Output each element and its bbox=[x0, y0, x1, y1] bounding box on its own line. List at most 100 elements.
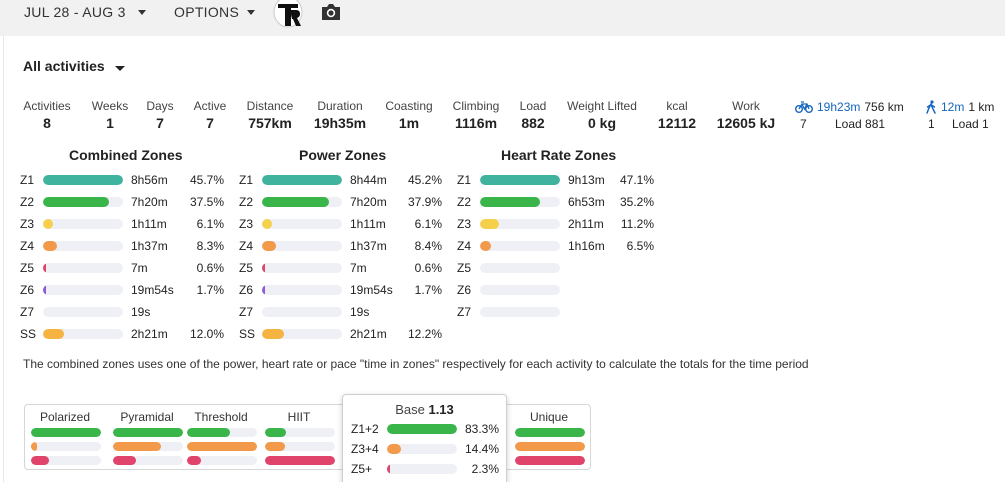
stat-label: Weeks bbox=[91, 99, 129, 113]
distribution-bar-track bbox=[31, 442, 101, 451]
distribution-bar-track bbox=[515, 428, 585, 437]
zone-row: Z1 8h56m 45.7% bbox=[20, 172, 224, 188]
stat-label: Activities bbox=[23, 99, 71, 113]
zone-bar-track bbox=[43, 241, 123, 251]
distribution-bar-track bbox=[265, 456, 335, 465]
walk-distance: 1 km bbox=[968, 99, 995, 114]
stat-label: Climbing bbox=[452, 99, 500, 113]
distribution-column[interactable]: Polarized bbox=[25, 405, 105, 469]
distribution-column[interactable]: Pyramidal bbox=[107, 405, 187, 469]
zone-bar-track bbox=[262, 219, 342, 229]
stat-label: Distance bbox=[246, 99, 294, 113]
zone-percent: 45.7% bbox=[189, 173, 224, 187]
zone-bar-fill bbox=[480, 175, 560, 185]
tooltip-bar-fill bbox=[387, 444, 401, 454]
distribution-label: HIIT bbox=[287, 410, 311, 424]
stat-value: 0 kg bbox=[587, 115, 616, 131]
zone-percent: 1.7% bbox=[196, 283, 224, 297]
zone-label: Z6 bbox=[457, 283, 472, 297]
distribution-bar-fill bbox=[265, 428, 286, 437]
distribution-bar-fill bbox=[31, 442, 37, 451]
distribution-column[interactable]: Threshold bbox=[181, 405, 261, 469]
zone-bar-fill bbox=[262, 329, 284, 339]
zone-label: Z6 bbox=[20, 283, 35, 297]
options-label: OPTIONS bbox=[174, 4, 240, 20]
zone-bar-fill bbox=[43, 263, 46, 273]
zone-bar-fill bbox=[43, 285, 47, 295]
tooltip-title-label: Base bbox=[395, 402, 425, 417]
distribution-bar-track bbox=[31, 428, 101, 437]
zone-label: Z7 bbox=[457, 305, 472, 319]
distribution-bar-fill bbox=[515, 428, 585, 437]
zone-label: Z7 bbox=[20, 305, 35, 319]
team-logo-icon[interactable] bbox=[272, 0, 304, 28]
zone-percent: 0.6% bbox=[414, 261, 442, 275]
zone-time: 7h20m bbox=[131, 195, 168, 209]
zone-bar-track bbox=[262, 197, 342, 207]
zone-row: Z5 bbox=[457, 260, 654, 276]
zone-bar-track bbox=[43, 175, 123, 185]
zone-row: Z2 7h20m 37.5% bbox=[20, 194, 224, 210]
zone-bar-fill bbox=[43, 197, 109, 207]
zone-percent: 6.1% bbox=[414, 217, 442, 231]
stat-value: 12112 bbox=[657, 115, 697, 131]
stat-value: 7 bbox=[156, 115, 164, 131]
zone-bar-fill bbox=[262, 197, 330, 207]
walking-icon bbox=[926, 99, 936, 114]
stat-label: Work bbox=[732, 99, 760, 113]
camera-icon[interactable] bbox=[320, 2, 342, 22]
stat-kcal: kcal 12112 bbox=[653, 99, 701, 131]
zone-bar-track bbox=[43, 197, 123, 207]
tooltip-row-label: Z3+4 bbox=[351, 442, 379, 456]
distribution-bar-track bbox=[187, 428, 257, 437]
caret-down-icon bbox=[114, 65, 125, 71]
stat-active: Active 7 bbox=[191, 99, 229, 131]
distribution-label: Threshold bbox=[194, 410, 248, 424]
zone-bar-track bbox=[43, 263, 123, 273]
zone-time: 1h11m bbox=[131, 217, 167, 231]
date-range-dropdown[interactable]: JUL 28 - AUG 3 bbox=[24, 4, 146, 20]
stat-label: Weight Lifted bbox=[567, 99, 637, 113]
zone-label: Z2 bbox=[457, 195, 472, 209]
chevron-down-icon bbox=[137, 9, 146, 15]
zone-row: Z6 19m54s 1.7% bbox=[20, 282, 224, 298]
zone-bar-track bbox=[480, 241, 560, 251]
zone-bar-track bbox=[43, 307, 123, 317]
tooltip-row-label: Z5+ bbox=[351, 462, 373, 476]
stat-label: Active bbox=[193, 99, 227, 113]
stat-value: 19h35m bbox=[313, 115, 367, 131]
distribution-bar-fill bbox=[515, 442, 585, 451]
zone-percent: 8.3% bbox=[196, 239, 224, 253]
zone-bar-track bbox=[480, 307, 560, 317]
zone-time: 19s bbox=[350, 305, 370, 319]
distribution-column[interactable]: Unique bbox=[509, 405, 589, 469]
zone-time: 1h37m bbox=[131, 239, 168, 253]
zone-percent: 1.7% bbox=[414, 283, 442, 297]
zone-percent: 37.5% bbox=[189, 195, 224, 209]
stat-value: 12605 kJ bbox=[716, 115, 776, 131]
distribution-bar-fill bbox=[187, 442, 257, 451]
stat-weeks: Weeks 1 bbox=[90, 99, 130, 131]
tooltip-row-label: Z1+2 bbox=[351, 422, 379, 436]
zone-row: Z6 19m54s 1.7% bbox=[239, 282, 442, 298]
zone-bar-track bbox=[480, 285, 560, 295]
zone-label: Z1 bbox=[457, 173, 472, 187]
zone-time: 7m bbox=[131, 261, 148, 275]
activity-filter-dropdown[interactable]: All activities bbox=[23, 58, 125, 74]
heart-rate-zones-title: Heart Rate Zones bbox=[501, 147, 617, 163]
sport-walk-summary[interactable]: 12m 1 km 1 Load 1 bbox=[925, 99, 1005, 131]
distribution-bar-fill bbox=[265, 456, 335, 465]
distribution-bar-fill bbox=[265, 442, 285, 451]
options-menu[interactable]: OPTIONS bbox=[174, 4, 256, 20]
stat-value: 757km bbox=[248, 115, 292, 131]
distribution-bar-track bbox=[31, 456, 101, 465]
distribution-bar-fill bbox=[515, 456, 585, 465]
distribution-column[interactable]: HIIT bbox=[259, 405, 339, 469]
zone-time: 7m bbox=[350, 261, 367, 275]
stat-label: kcal bbox=[666, 99, 688, 113]
zone-row: SS 2h21m 12.2% bbox=[239, 326, 442, 342]
zone-row: Z2 6h53m 35.2% bbox=[457, 194, 654, 210]
zone-bar-fill bbox=[262, 263, 265, 273]
sport-ride-summary[interactable]: 19h23m 756 km 7 Load 881 bbox=[795, 99, 910, 131]
zone-percent: 12.2% bbox=[407, 327, 442, 341]
